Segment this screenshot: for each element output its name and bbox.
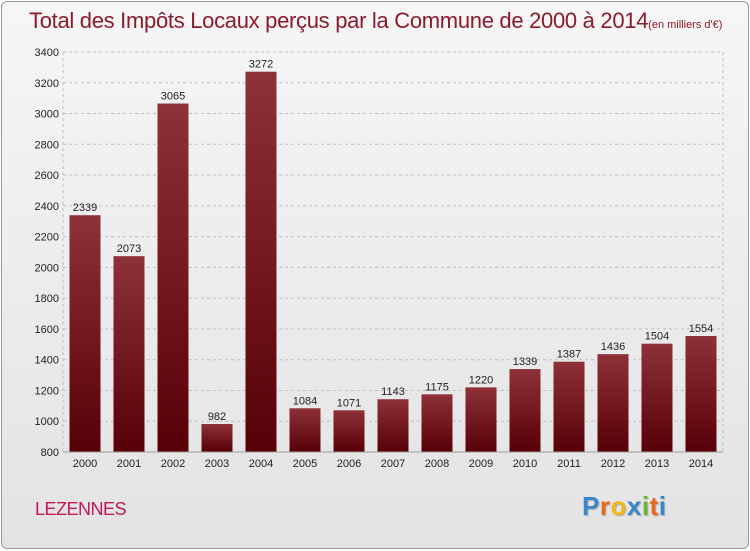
y-tick-label: 2800 <box>35 139 59 151</box>
x-tick-label: 2012 <box>601 458 625 470</box>
bar <box>113 256 145 452</box>
y-tick-label: 1000 <box>35 416 59 428</box>
y-tick-label: 1200 <box>35 385 59 397</box>
x-tick-label: 2004 <box>249 458 273 470</box>
bar <box>685 336 717 452</box>
logo-letter: o <box>610 491 627 521</box>
x-axis: 2000 2001 2002 2003 2004 2005 2006 2007 2008 2009… <box>63 451 723 470</box>
logo-letter: P <box>582 491 600 521</box>
data-label: 1339 <box>513 356 537 368</box>
y-tick-label: 800 <box>41 447 59 459</box>
x-tick-label: 2008 <box>425 458 449 470</box>
proxiti-logo[interactable]: Proxiti <box>582 491 666 522</box>
logo-letter: i <box>641 491 650 521</box>
data-label: 2339 <box>73 202 97 214</box>
data-label: 1504 <box>645 331 669 343</box>
bar <box>157 103 189 453</box>
bar <box>509 369 541 452</box>
y-tick-label: 2400 <box>35 201 59 213</box>
y-tick-label: 1600 <box>35 324 59 336</box>
data-label: 1143 <box>381 386 405 398</box>
x-tick-label: 2002 <box>161 458 185 470</box>
bar <box>597 354 629 452</box>
x-tick-label: 2003 <box>205 458 229 470</box>
data-label: 1220 <box>469 374 493 386</box>
chart-title-unit: (en milliers d'€) <box>648 19 723 31</box>
bar <box>421 394 453 452</box>
y-tick-label: 2000 <box>35 262 59 274</box>
x-tick-label: 2009 <box>469 458 493 470</box>
logo-letter: r <box>599 491 611 521</box>
bar <box>69 215 101 452</box>
logo-letter: x <box>626 491 642 521</box>
bar <box>245 71 277 452</box>
x-tick-label: 2010 <box>513 458 537 470</box>
x-tick-label: 2013 <box>645 458 669 470</box>
x-tick-label: 2014 <box>689 458 713 470</box>
y-tick-label: 3200 <box>35 78 59 90</box>
bar <box>289 408 321 452</box>
y-axis: 800 1000 1200 1400 1600 1800 2000 2200 2400 2600 2… <box>35 47 59 459</box>
y-tick-label: 2200 <box>35 232 59 244</box>
x-tick-label: 2007 <box>381 458 405 470</box>
y-tick-label: 1800 <box>35 293 59 305</box>
data-labels: 2339 2073 3065 982 3272 1084 1071 1143 1175 1220 1… <box>73 59 713 423</box>
data-label: 1071 <box>337 397 361 409</box>
x-tick-label: 2005 <box>293 458 317 470</box>
bar <box>377 399 409 452</box>
data-label: 2073 <box>117 243 141 255</box>
bars <box>69 71 717 453</box>
bar <box>201 424 233 452</box>
data-label: 1436 <box>601 341 625 353</box>
logo-letter: i <box>658 491 667 521</box>
bar <box>333 410 365 452</box>
bar <box>641 343 673 452</box>
y-tick-label: 3000 <box>35 109 59 121</box>
commune-name: LEZENNES <box>35 499 127 519</box>
data-label: 1175 <box>425 381 449 393</box>
data-label: 3065 <box>161 91 185 103</box>
data-label: 1084 <box>293 395 317 407</box>
y-tick-label: 3400 <box>35 47 59 59</box>
logo-letter: t <box>649 491 659 521</box>
chart-title: Total des Impôts Locaux perçus par la Co… <box>29 8 722 34</box>
bar <box>553 361 585 452</box>
y-tick-label: 1400 <box>35 355 59 367</box>
x-tick-label: 2000 <box>73 458 97 470</box>
data-label: 982 <box>208 411 226 423</box>
x-tick-label: 2011 <box>557 458 581 470</box>
data-label: 1387 <box>557 349 581 361</box>
chart-title-text: Total des Impôts Locaux perçus par la Co… <box>29 8 649 33</box>
x-tick-label: 2006 <box>337 458 361 470</box>
y-tick-label: 2600 <box>35 170 59 182</box>
bar <box>465 387 497 452</box>
data-label: 1554 <box>689 323 713 335</box>
data-label: 3272 <box>249 59 273 71</box>
x-tick-label: 2001 <box>117 458 141 470</box>
